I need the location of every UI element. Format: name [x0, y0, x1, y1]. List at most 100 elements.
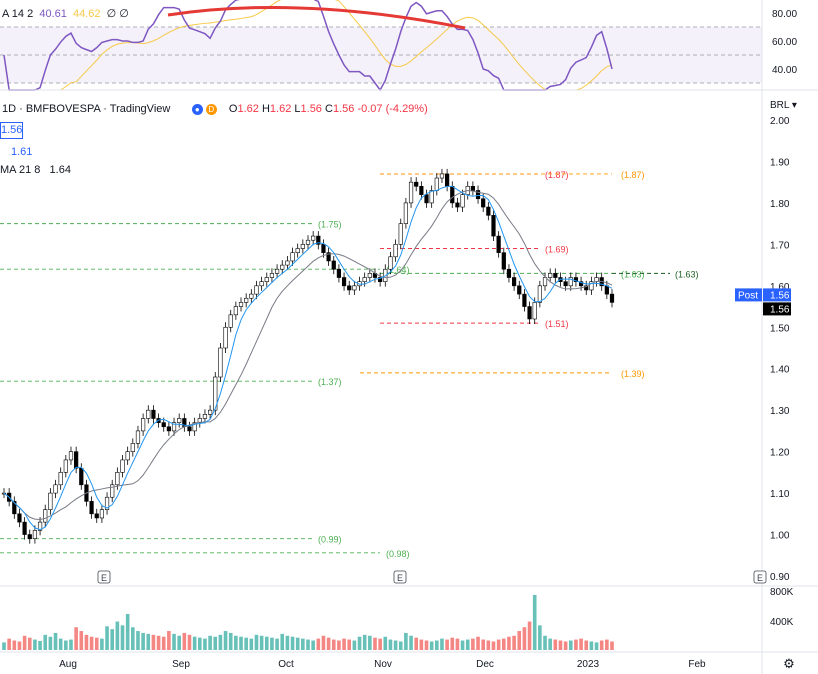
- candle-body: [408, 181, 414, 204]
- volume-bar: [259, 635, 264, 650]
- volume-bar: [532, 595, 537, 650]
- time-label: Nov: [374, 659, 392, 670]
- candle-body: [285, 260, 290, 266]
- ma-slow-value: 1.64: [49, 164, 71, 176]
- eye-icon[interactable]: ●: [191, 103, 203, 115]
- candle-body: [568, 277, 573, 287]
- volume-bar: [280, 633, 285, 650]
- candle-body: [367, 273, 372, 278]
- volume-bar: [167, 631, 171, 650]
- volume-tick: 800K: [770, 587, 794, 598]
- volume-bar: [589, 641, 594, 650]
- candle-body: [542, 277, 548, 287]
- earnings-marker[interactable]: [393, 570, 407, 584]
- volume-bar: [156, 635, 161, 650]
- volume-bar: [146, 633, 151, 650]
- price-tick: 1.50: [770, 323, 790, 334]
- candle-body: [125, 451, 130, 461]
- volume-bar: [440, 638, 444, 650]
- volume-bar: [357, 636, 362, 650]
- volume-bar: [197, 637, 202, 650]
- time-label: Oct: [278, 659, 294, 670]
- volume-bar: [404, 632, 408, 650]
- candle-body: [475, 190, 481, 200]
- low-label: L: [294, 103, 301, 115]
- level-label: (1.63): [675, 269, 699, 279]
- candle-body: [115, 472, 120, 486]
- volume-bar: [69, 639, 73, 650]
- level-label: (1.37): [318, 377, 342, 387]
- volume-bar: [249, 638, 254, 650]
- open-label: O: [228, 103, 238, 115]
- earnings-marker[interactable]: [97, 570, 111, 584]
- volume-bar: [33, 639, 37, 650]
- volume-bar: [84, 634, 89, 650]
- candle-body: [89, 501, 94, 515]
- candle-body: [522, 293, 527, 307]
- level-label: (1.75): [318, 220, 342, 230]
- volume-bar: [218, 634, 223, 650]
- symbol-title[interactable]: 1D · BMFBOVESPA · TradingView: [2, 103, 171, 115]
- candle-body: [578, 281, 584, 287]
- candle-body: [388, 256, 393, 270]
- price-tick: 1.10: [770, 489, 790, 500]
- candle-body: [398, 223, 403, 245]
- volume-bar: [471, 638, 475, 650]
- candle-body: [336, 268, 342, 278]
- candle-body: [445, 173, 450, 187]
- volume-bar: [522, 627, 527, 650]
- candle-body: [481, 198, 486, 208]
- volume-bar: [558, 640, 563, 650]
- candle-body: [527, 306, 532, 320]
- rsi-tick: 40.00: [772, 65, 797, 76]
- volume-bar: [2, 642, 6, 650]
- candle-body: [321, 244, 326, 253]
- candle-body: [228, 314, 233, 328]
- volume-bar: [419, 639, 424, 650]
- volume-bar: [476, 636, 480, 650]
- volume-bar: [7, 638, 11, 650]
- rsi-na-1: ∅: [106, 8, 117, 20]
- volume-bar: [388, 639, 393, 650]
- level-label: (0.99): [318, 535, 342, 545]
- volume-bar: [491, 641, 496, 650]
- candle-body: [604, 285, 609, 295]
- price-tick: 1.80: [770, 199, 790, 210]
- volume-bar: [254, 634, 259, 650]
- candle-body: [609, 293, 615, 303]
- price-tick: 1.70: [770, 240, 790, 251]
- volume-bar: [321, 635, 326, 650]
- volume-bar: [244, 637, 248, 650]
- volume-bar: [182, 632, 187, 650]
- volume-bar: [568, 640, 573, 650]
- candle-body: [202, 414, 208, 419]
- volume-bar: [223, 631, 228, 650]
- candle-body: [274, 268, 280, 274]
- level-label: (1.39): [621, 369, 645, 379]
- earnings-marker-label: E: [101, 573, 107, 583]
- candle-body: [511, 277, 517, 287]
- candle-body: [589, 281, 594, 291]
- rsi-na-2: ∅: [119, 8, 129, 20]
- candle-body: [553, 273, 558, 278]
- volume-bar: [501, 638, 506, 650]
- volume-bar: [12, 640, 17, 650]
- candle-body: [48, 492, 53, 510]
- current-price-box[interactable]: 1.56: [0, 122, 23, 139]
- candle-body: [12, 501, 17, 515]
- level-label: (1.63): [621, 269, 645, 279]
- candle-body: [74, 451, 79, 469]
- volume-bar: [74, 627, 78, 650]
- candle-body: [79, 467, 84, 486]
- volume-bar: [414, 637, 419, 650]
- time-label: Sep: [172, 659, 190, 670]
- volume-bar: [512, 635, 516, 650]
- volume-bar: [115, 621, 120, 650]
- volume-bar: [285, 635, 290, 650]
- volume-bar: [342, 638, 346, 650]
- volume-bar: [120, 625, 125, 650]
- earnings-marker[interactable]: [753, 570, 767, 584]
- level-label: (1.64): [386, 265, 410, 275]
- time-label: Feb: [688, 659, 706, 670]
